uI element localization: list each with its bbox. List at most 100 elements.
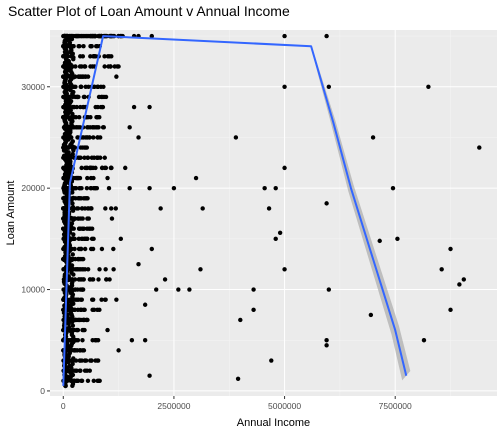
data-point <box>84 317 89 323</box>
data-point <box>66 325 72 330</box>
data-point <box>113 206 118 211</box>
scatter-points <box>100 33 482 381</box>
data-point <box>70 279 75 285</box>
data-point <box>72 348 77 353</box>
data-point <box>448 246 453 252</box>
data-point <box>116 64 121 69</box>
data-point <box>100 125 106 130</box>
data-point <box>95 155 101 160</box>
data-point <box>80 338 85 343</box>
data-point <box>66 150 71 155</box>
data-point <box>70 288 75 294</box>
data-point <box>106 185 112 191</box>
data-point <box>235 376 241 381</box>
data-point <box>171 185 177 191</box>
data-point <box>457 282 462 287</box>
data-point <box>154 287 159 292</box>
data-point <box>80 216 85 221</box>
data-point <box>147 185 152 191</box>
data-point <box>85 125 91 130</box>
data-point <box>72 246 77 252</box>
x-tick-label: 5000000 <box>268 401 301 411</box>
data-point <box>109 54 114 59</box>
data-point <box>136 135 141 140</box>
data-point <box>105 175 110 181</box>
data-point <box>123 165 128 171</box>
data-point <box>77 358 83 363</box>
data-point <box>93 104 98 110</box>
data-point <box>105 327 110 333</box>
data-point <box>73 125 79 130</box>
data-point <box>78 145 84 150</box>
data-point <box>76 114 82 120</box>
data-point <box>142 338 148 343</box>
data-point <box>95 135 100 140</box>
data-point <box>91 185 96 191</box>
data-point <box>147 373 152 378</box>
data-point <box>79 206 85 211</box>
data-point <box>102 64 107 69</box>
data-point <box>147 104 152 110</box>
data-point <box>103 267 108 272</box>
data-point <box>66 321 71 327</box>
data-point <box>76 74 82 79</box>
data-point <box>91 155 97 160</box>
data-point <box>95 114 100 120</box>
data-point <box>66 316 72 321</box>
data-point <box>118 236 124 242</box>
data-point <box>84 226 90 231</box>
data-point <box>75 307 81 313</box>
data-point <box>77 44 82 49</box>
data-point <box>176 287 181 292</box>
data-point <box>107 277 112 282</box>
data-point <box>70 111 75 117</box>
data-point <box>421 338 427 343</box>
data-point <box>426 84 431 89</box>
data-point <box>88 175 94 181</box>
data-point <box>96 277 101 282</box>
data-point <box>277 230 283 235</box>
data-point <box>81 327 86 333</box>
data-point <box>282 84 287 89</box>
data-point <box>91 307 97 313</box>
data-point <box>79 165 84 171</box>
data-point <box>85 196 90 201</box>
data-point <box>75 135 80 140</box>
data-point <box>108 206 114 211</box>
data-point <box>85 267 91 272</box>
data-point <box>82 368 88 373</box>
data-point <box>326 84 332 89</box>
data-point <box>80 104 86 110</box>
data-point <box>136 261 141 267</box>
data-point <box>91 54 96 59</box>
data-point <box>109 165 114 171</box>
data-point <box>75 206 81 211</box>
data-point <box>84 165 90 171</box>
data-point <box>102 54 107 59</box>
plot-panel <box>50 30 497 396</box>
data-point <box>90 277 96 282</box>
data-point <box>82 307 87 313</box>
data-point <box>74 378 80 383</box>
data-point <box>85 155 90 160</box>
data-point <box>64 33 70 39</box>
y-tick-label: 30000 <box>21 82 45 92</box>
data-point <box>82 246 88 252</box>
data-point <box>129 338 135 343</box>
y-axis-title: Loan Amount <box>5 181 17 246</box>
data-point <box>103 297 108 302</box>
data-point <box>149 33 154 39</box>
data-point <box>76 226 82 231</box>
data-point <box>89 206 94 211</box>
data-point <box>262 185 267 191</box>
data-point <box>324 343 329 348</box>
data-point <box>158 206 163 211</box>
data-point <box>95 307 100 313</box>
data-point <box>88 54 93 59</box>
data-point <box>104 277 109 282</box>
data-point <box>324 33 329 39</box>
data-point <box>73 368 79 373</box>
data-point <box>273 236 278 242</box>
data-point <box>100 104 105 110</box>
data-point <box>266 206 272 211</box>
